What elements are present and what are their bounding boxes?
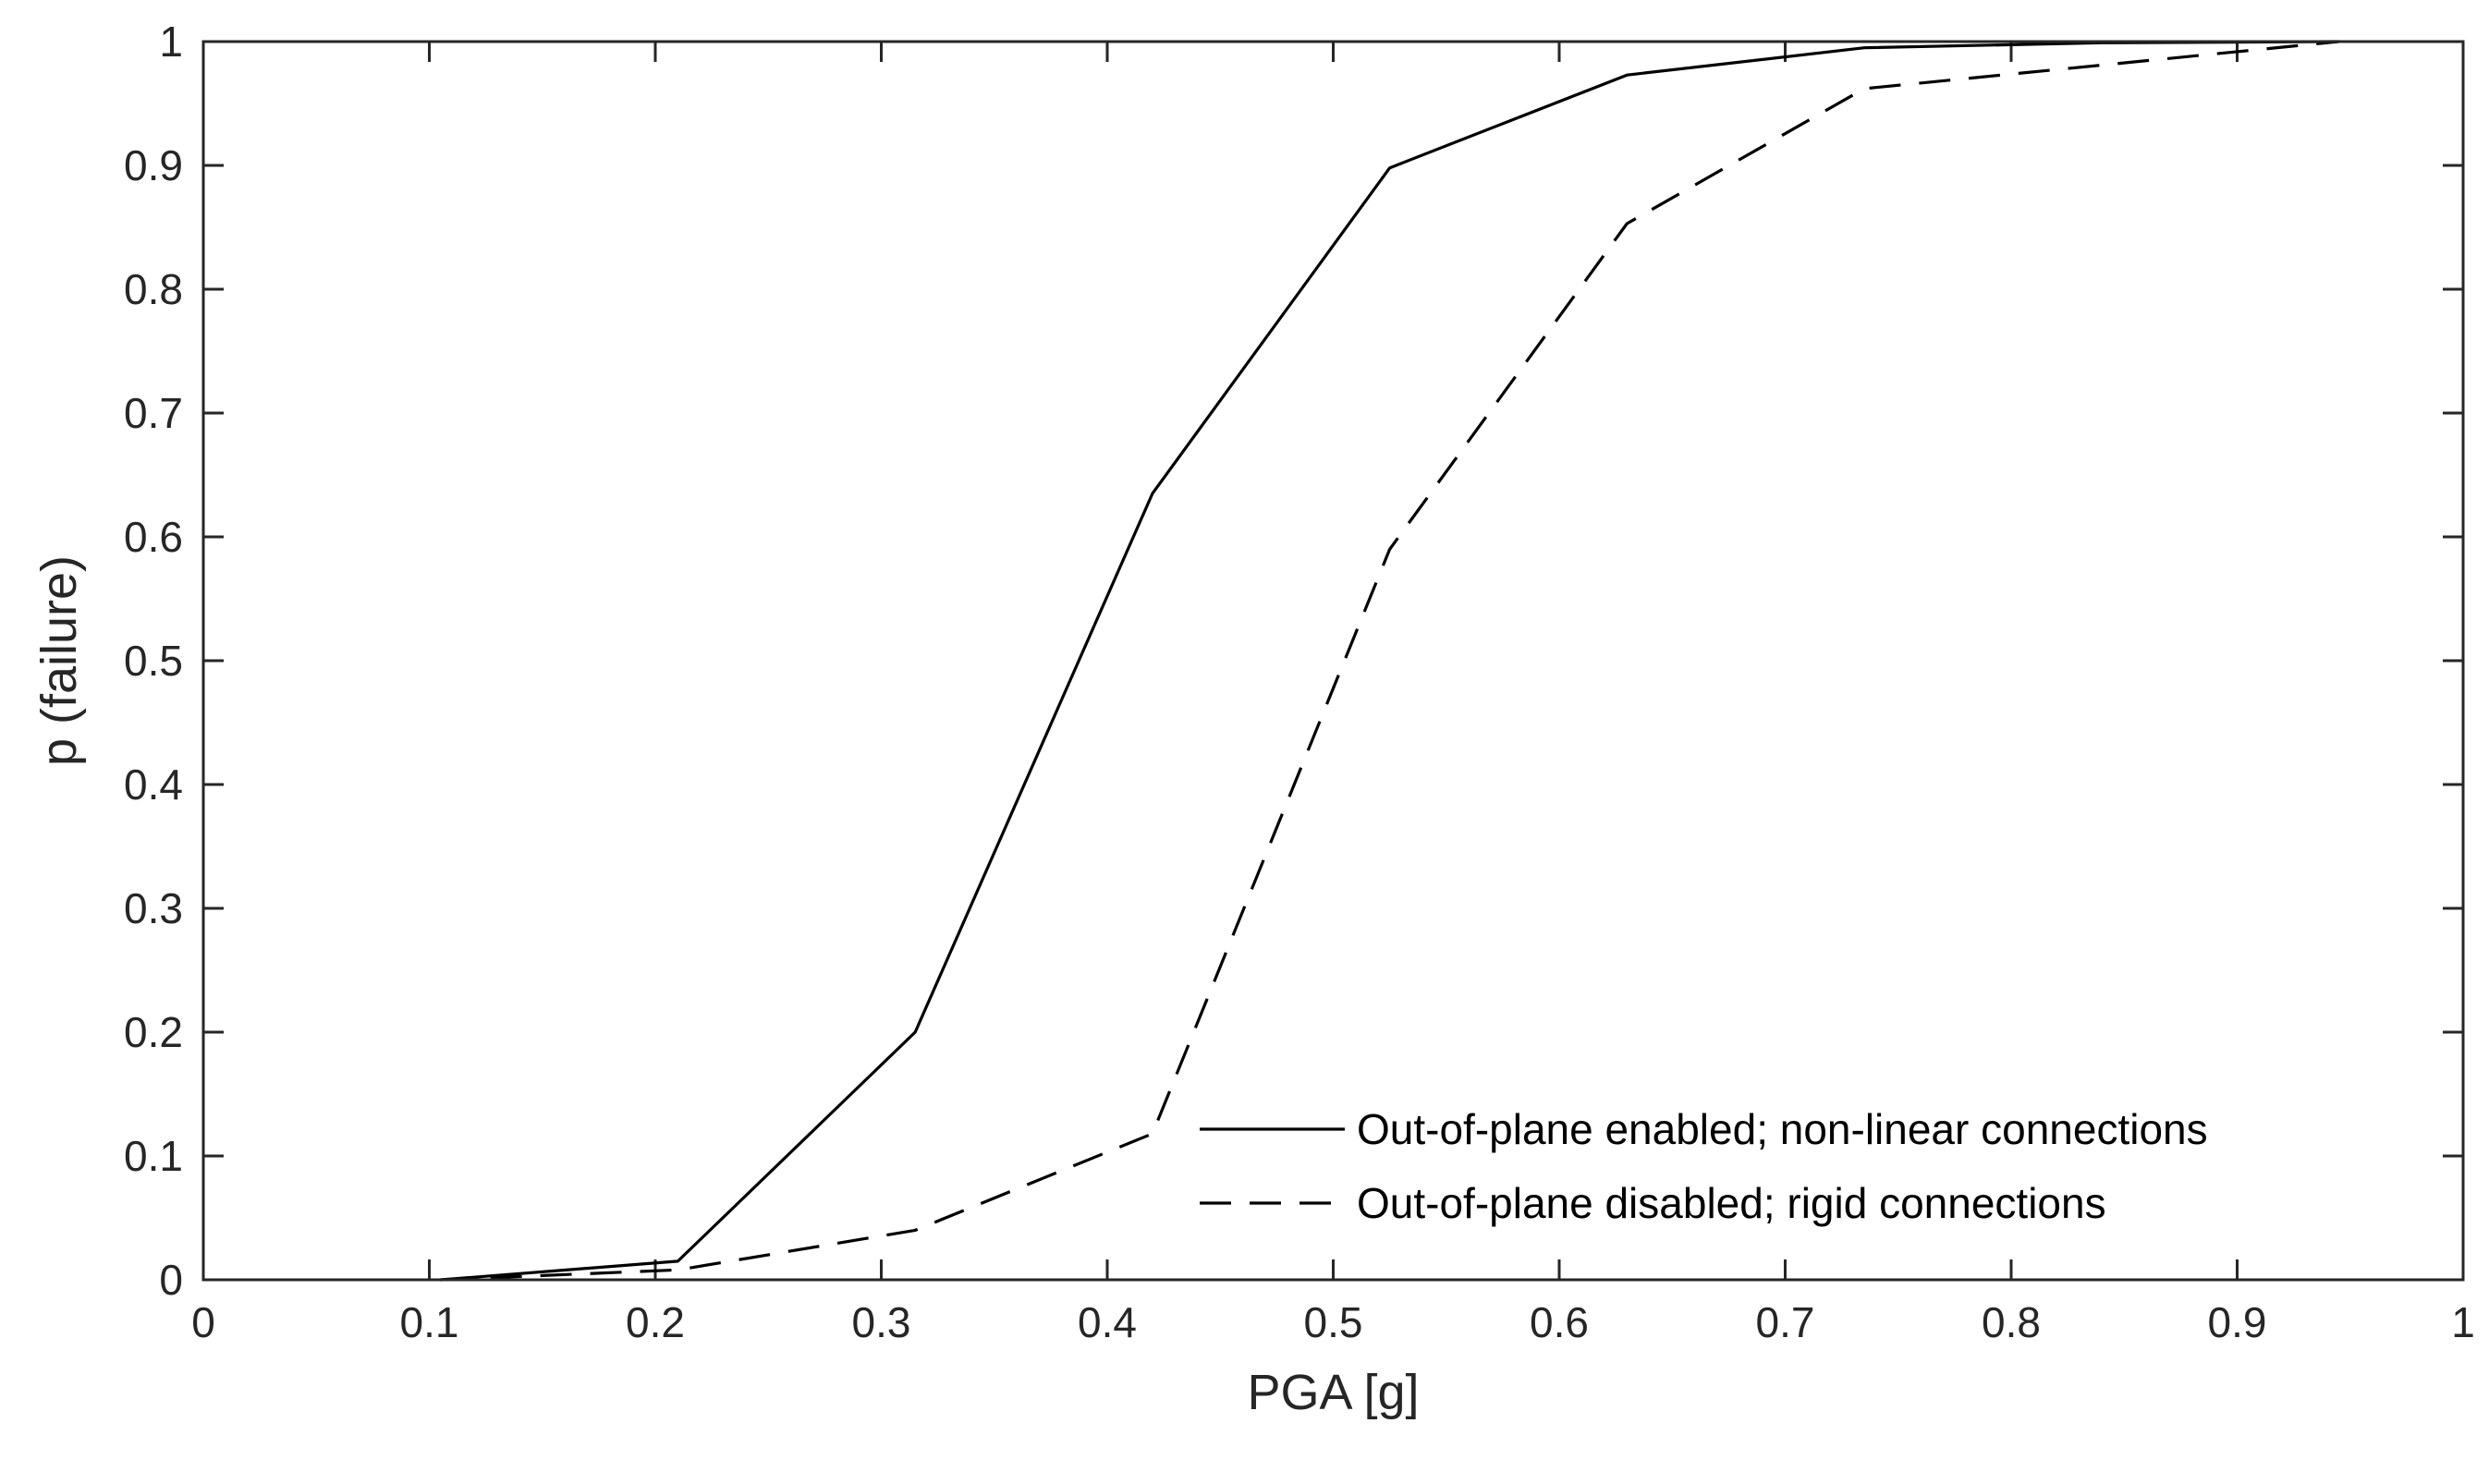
y-tick-label: 0.7 xyxy=(124,389,183,437)
x-tick-label: 0.7 xyxy=(1756,1298,1815,1346)
series-layer xyxy=(440,40,2339,1282)
y-tick-label: 0 xyxy=(159,1256,183,1304)
y-tick-label: 1 xyxy=(159,18,183,66)
y-axis-label: p (failure) xyxy=(31,555,87,766)
x-tick-label: 0.9 xyxy=(2208,1298,2267,1346)
axes-box xyxy=(201,40,2465,1282)
x-tick-label: 0.5 xyxy=(1304,1298,1363,1346)
legend-label: Out-of-plane disabled; rigid connections xyxy=(1357,1179,2106,1227)
y-tick-label: 0.6 xyxy=(124,513,183,561)
x-tick-label: 0.8 xyxy=(1982,1298,2041,1346)
y-tick-label: 0.1 xyxy=(124,1132,183,1180)
x-tick-label: 0 xyxy=(191,1298,215,1346)
x-tick-label: 1 xyxy=(2451,1298,2475,1346)
x-tick-label: 0.3 xyxy=(852,1298,911,1346)
x-axis-label: PGA [g] xyxy=(1247,1365,1419,1420)
y-tick-label: 0.4 xyxy=(124,760,183,809)
x-tick-label: 0.6 xyxy=(1530,1298,1589,1346)
series-line-dashed xyxy=(440,40,2339,1282)
legend-label: Out-of-plane enabled; non-linear connect… xyxy=(1357,1105,2208,1153)
legend: Out-of-plane enabled; non-linear connect… xyxy=(1200,1105,2208,1227)
y-tick-label: 0.9 xyxy=(124,141,183,189)
x-tick-label: 0.4 xyxy=(1078,1298,1137,1346)
y-tick-label: 0.3 xyxy=(124,884,183,932)
y-tick-label: 0.2 xyxy=(124,1008,183,1056)
x-tick-label: 0.1 xyxy=(400,1298,459,1346)
tick-labels: 0 0.1 0.2 0.3 0.4 0.5 0.6 0.7 0.8 0.9 1 0 0.1 0.2 0.3 0… xyxy=(124,18,2475,1346)
series-line-solid xyxy=(440,40,2339,1282)
y-tick-label: 0.5 xyxy=(124,637,183,685)
y-tick-label: 0.8 xyxy=(124,265,183,313)
x-tick-label: 0.2 xyxy=(626,1298,685,1346)
